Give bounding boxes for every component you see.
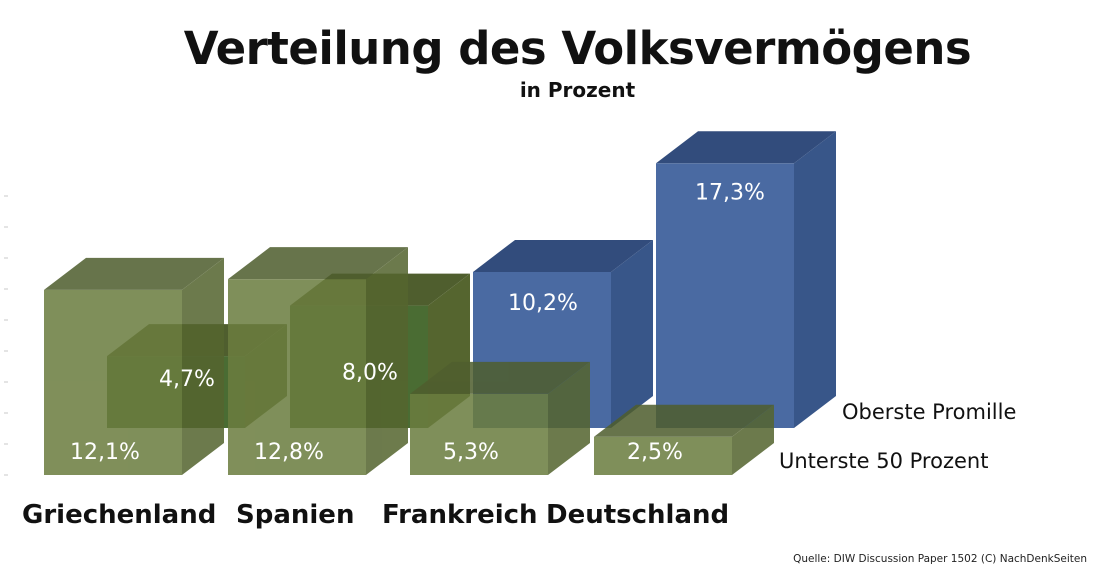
data-label-oberste-spanien: 8,0% [342, 361, 398, 386]
bar-unterste-50-prozent-spanien-top [228, 247, 408, 280]
bar-unterste-50-prozent-frankreich-side [548, 361, 590, 475]
bar-unterste-50-prozent-deutschland-top [594, 404, 774, 437]
bar-oberste-promille-frankreich-side [611, 239, 653, 428]
chart-subtitle: in Prozent [519, 78, 636, 102]
bar-oberste-promille-deutschland-front [656, 163, 794, 428]
bar-unterste-50-prozent-frankreich-top [410, 361, 590, 394]
category-label-griechenland: Griechenland [22, 500, 217, 530]
bar-unterste-50-prozent-frankreich-front [410, 393, 548, 475]
chart-title: Verteilung des Volksvermögens [183, 22, 972, 75]
legend-oberste-promille: Oberste Promille [842, 400, 1017, 424]
bar-unterste-50-prozent-griechenland-top [44, 257, 224, 290]
category-label-deutschland: Deutschland [546, 500, 730, 530]
bar-oberste-promille-frankreich-top [473, 239, 653, 272]
source-note: Quelle: DIW Discussion Paper 1502 (C) Na… [793, 553, 1087, 565]
data-label-unterste-spanien: 12,8% [254, 440, 324, 465]
series-unterste-50-prozent [44, 247, 774, 475]
gridlines [4, 195, 8, 476]
category-label-frankreich: Frankreich [382, 500, 538, 530]
data-labels: 12,1% 12,8% 5,3% 2,5% 4,7% 8,0% 10,2% 17,3% [70, 180, 765, 465]
bar-oberste-promille-deutschland-top [656, 131, 836, 164]
category-label-spanien: Spanien [236, 500, 355, 530]
data-label-unterste-frankreich: 5,3% [443, 440, 499, 465]
bar-oberste-promille-deutschland [656, 131, 836, 428]
data-label-oberste-griechenland: 4,7% [159, 367, 215, 392]
bar-unterste-50-prozent-griechenland [44, 257, 224, 475]
bar-unterste-50-prozent-frankreich [410, 361, 590, 475]
bar-unterste-50-prozent-deutschland-side [732, 404, 774, 475]
bar-unterste-50-prozent-griechenland-front [44, 289, 182, 475]
legend-unterste-50-prozent: Unterste 50 Prozent [779, 449, 989, 473]
bar-unterste-50-prozent-griechenland-side [182, 257, 224, 475]
data-label-oberste-deutschland: 17,3% [695, 180, 765, 205]
bar-unterste-50-prozent-spanien-side [366, 247, 408, 475]
data-label-unterste-deutschland: 2,5% [627, 440, 683, 465]
bar-unterste-50-prozent-spanien-front [228, 279, 366, 475]
data-label-unterste-griechenland: 12,1% [70, 440, 140, 465]
bar-unterste-50-prozent-spanien [228, 247, 408, 475]
bar-unterste-50-prozent-deutschland-front [594, 436, 732, 475]
bar-oberste-promille-deutschland-side [794, 131, 836, 428]
data-label-oberste-frankreich: 10,2% [508, 291, 578, 316]
bar-unterste-50-prozent-deutschland [594, 404, 774, 475]
